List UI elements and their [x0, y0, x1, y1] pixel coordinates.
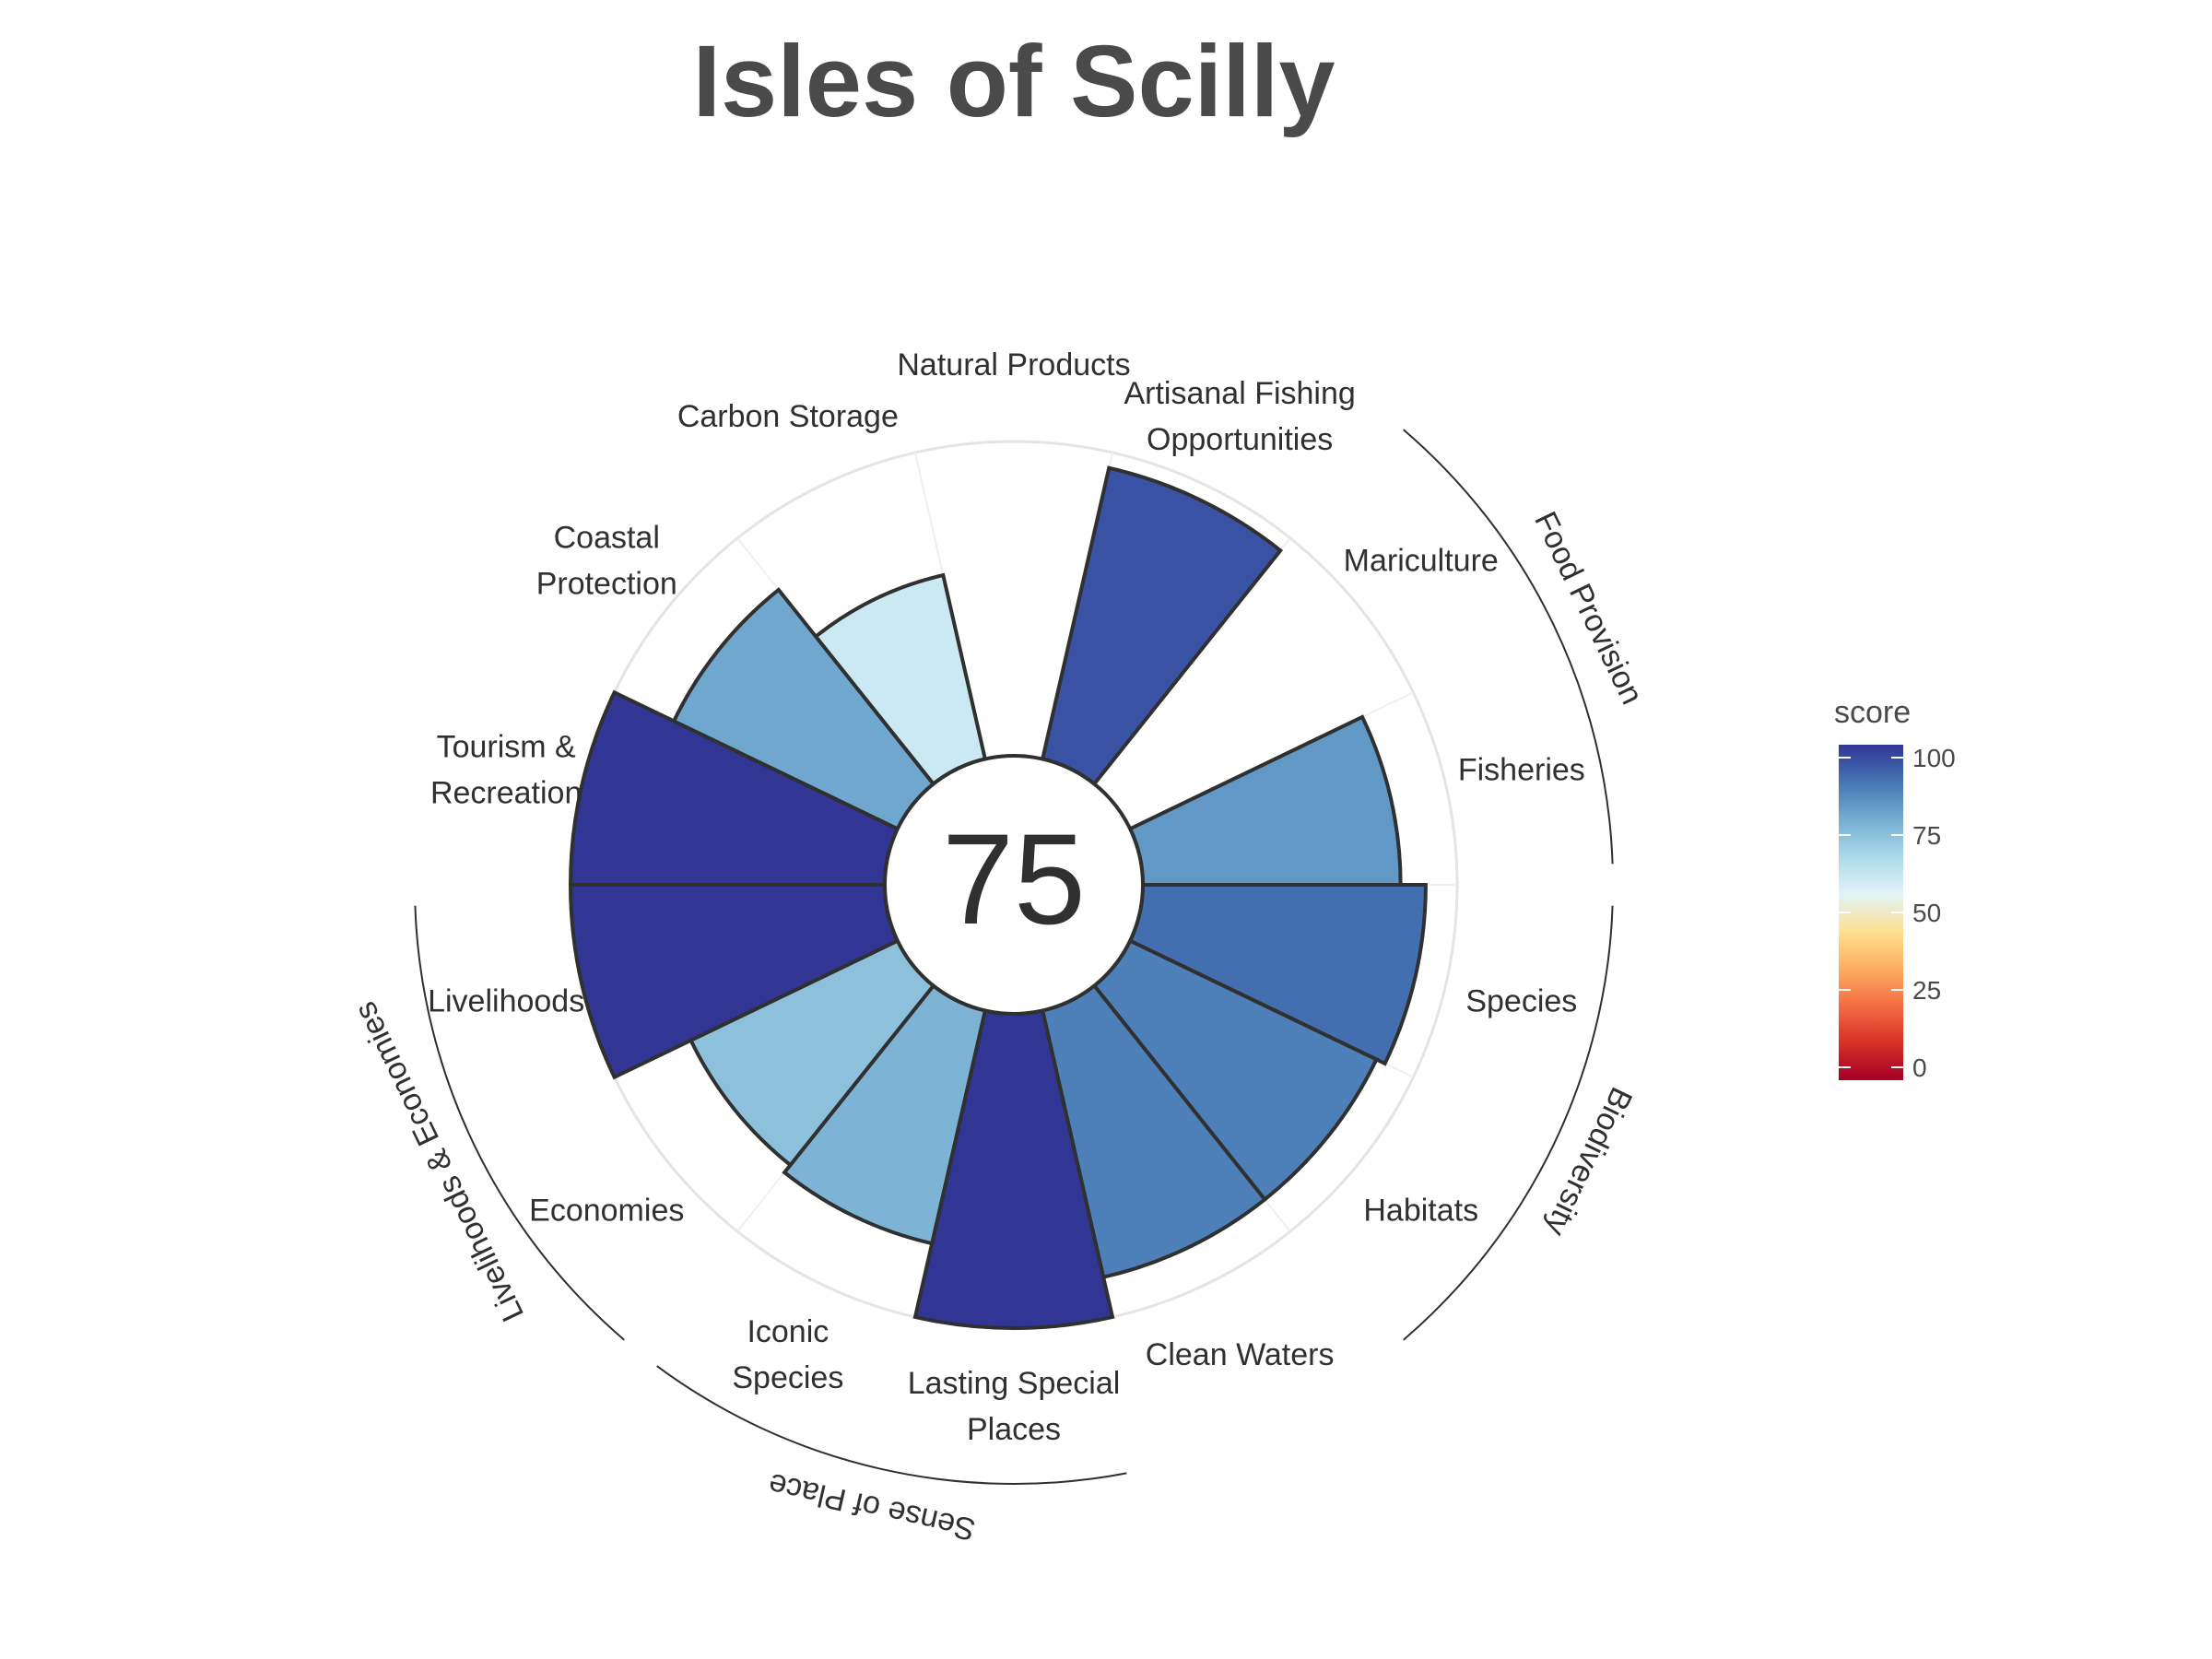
bar-artisanal-fishing-opportunities [1040, 465, 1284, 787]
goal-label: Mariculture [1344, 544, 1499, 579]
goal-label: Clean Waters [1146, 1337, 1335, 1372]
group-label: Biodiversity [1538, 1082, 1640, 1241]
group-arc [1403, 905, 1614, 1341]
goal-label: Livelihoods [428, 984, 584, 1019]
goal-label: Coastal Protection [536, 521, 677, 602]
legend: score 0 25 50 75 100 [1834, 695, 1956, 1082]
goal-label: Fisheries [1458, 752, 1585, 787]
overall-score: 75 [942, 806, 1086, 951]
legend-tick-label: 100 [1912, 744, 1956, 772]
goal-label: Tourism & Recreation [430, 729, 582, 810]
legend-tick-label: 75 [1912, 821, 1941, 850]
group-label: Livelihoods & Economies [347, 996, 531, 1327]
legend-title: score [1834, 695, 1911, 730]
legend-tick-label: 25 [1912, 976, 1941, 1005]
goal-label: Iconic Species [732, 1314, 843, 1395]
goal-label: Economies [529, 1193, 684, 1228]
goal-label: Species [1465, 984, 1577, 1019]
legend-ticks: 0 25 50 75 100 [1839, 744, 1956, 1082]
goal-label: Natural Products [897, 347, 1130, 382]
legend-tick-label: 0 [1912, 1053, 1927, 1082]
group-label: Sense of Place [765, 1466, 978, 1547]
bars [568, 465, 1428, 1330]
goal-label: Carbon Storage [677, 399, 899, 434]
group-arc [1403, 429, 1614, 865]
legend-tick-label: 50 [1912, 899, 1941, 927]
group-arc [414, 905, 625, 1341]
goal-label: Artisanal Fishing Opportunities [1124, 376, 1355, 457]
bar-fisheries [1127, 714, 1403, 887]
chart-title: Isles of Scilly [692, 25, 1335, 138]
goal-label: Habitats [1363, 1193, 1478, 1228]
center-disc [883, 754, 1145, 1016]
group-arc [656, 1365, 1127, 1485]
goal-label: Lasting Special Places [908, 1366, 1121, 1447]
